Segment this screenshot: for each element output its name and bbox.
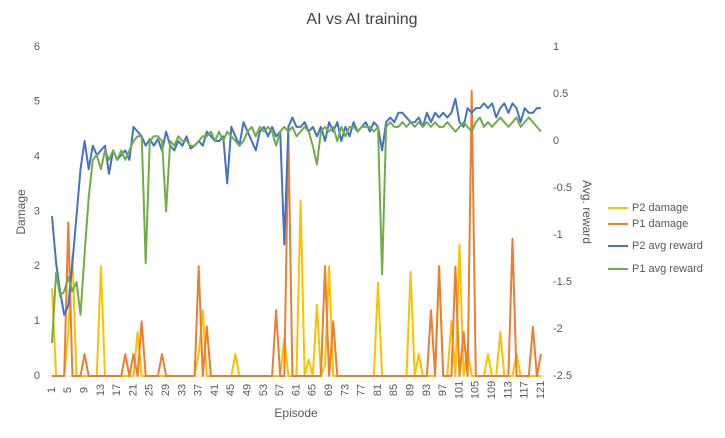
x-tick-label: 73 — [339, 384, 351, 396]
x-tick-label: 57 — [274, 384, 286, 396]
x-tick-label: 17 — [111, 384, 123, 396]
x-tick-label: 33 — [176, 384, 188, 396]
y-tick-label: 0 — [34, 370, 40, 382]
y2-axis-title: Avg. reward — [580, 180, 594, 244]
x-tick-label: 41 — [209, 384, 221, 396]
x-tick-label: 61 — [290, 384, 302, 396]
x-tick-label: 29 — [160, 384, 172, 396]
y2-tick-label: -2.5 — [553, 370, 572, 382]
x-tick-label: 5 — [62, 387, 74, 393]
x-tick-label: 45 — [225, 384, 237, 396]
x-tick-label: 85 — [388, 384, 400, 396]
x-tick-label: 89 — [405, 384, 417, 396]
x-tick-label: 25 — [144, 384, 156, 396]
y-axis-title: Damage — [14, 189, 28, 235]
y2-tick-label: 0.5 — [553, 88, 568, 100]
y-tick-label: 2 — [34, 260, 40, 272]
x-tick-label: 113 — [502, 381, 514, 399]
legend-label: P2 damage — [632, 202, 688, 214]
x-tick-label: 101 — [453, 381, 465, 399]
y2-tick-label: -1.5 — [553, 276, 572, 288]
x-tick-label: 97 — [437, 384, 449, 396]
x-tick-label: 21 — [127, 384, 139, 396]
chart-title: AI vs AI training — [306, 11, 417, 28]
y2-tick-label: -2 — [553, 323, 563, 335]
series-line — [51, 97, 541, 316]
x-tick-label: 65 — [307, 384, 319, 396]
x-tick-label: 109 — [486, 381, 498, 399]
x-tick-label: 117 — [519, 381, 531, 399]
x-tick-label: 121 — [535, 381, 547, 399]
y-tick-label: 6 — [34, 41, 40, 53]
legend-label: P1 avg reward — [632, 263, 703, 275]
legend-label: P2 avg reward — [632, 240, 703, 252]
series-line — [52, 89, 542, 377]
x-tick-label: 93 — [421, 384, 433, 396]
legend-label: P1 damage — [632, 218, 688, 230]
y2-tick-label: 1 — [553, 41, 559, 53]
x-axis-title: Episode — [274, 406, 318, 420]
y-tick-label: 5 — [34, 96, 40, 108]
x-tick-label: 13 — [95, 384, 107, 396]
x-tick-label: 105 — [470, 381, 482, 399]
y-tick-label: 4 — [34, 151, 40, 163]
series-line — [51, 116, 542, 344]
x-tick-label: 9 — [79, 387, 91, 393]
y-tick-label: 1 — [34, 315, 40, 327]
y-tick-label: 3 — [34, 205, 40, 217]
x-tick-label: 77 — [356, 384, 368, 396]
y2-tick-label: 0 — [553, 135, 559, 147]
x-tick-label: 49 — [242, 384, 254, 396]
x-tick-label: 81 — [372, 384, 384, 396]
y2-tick-label: -0.5 — [553, 182, 572, 194]
x-tick-label: 1 — [46, 387, 58, 393]
x-tick-label: 53 — [258, 384, 270, 396]
x-tick-label: 37 — [193, 384, 205, 396]
x-tick-label: 69 — [323, 384, 335, 396]
y2-tick-label: -1 — [553, 229, 563, 241]
